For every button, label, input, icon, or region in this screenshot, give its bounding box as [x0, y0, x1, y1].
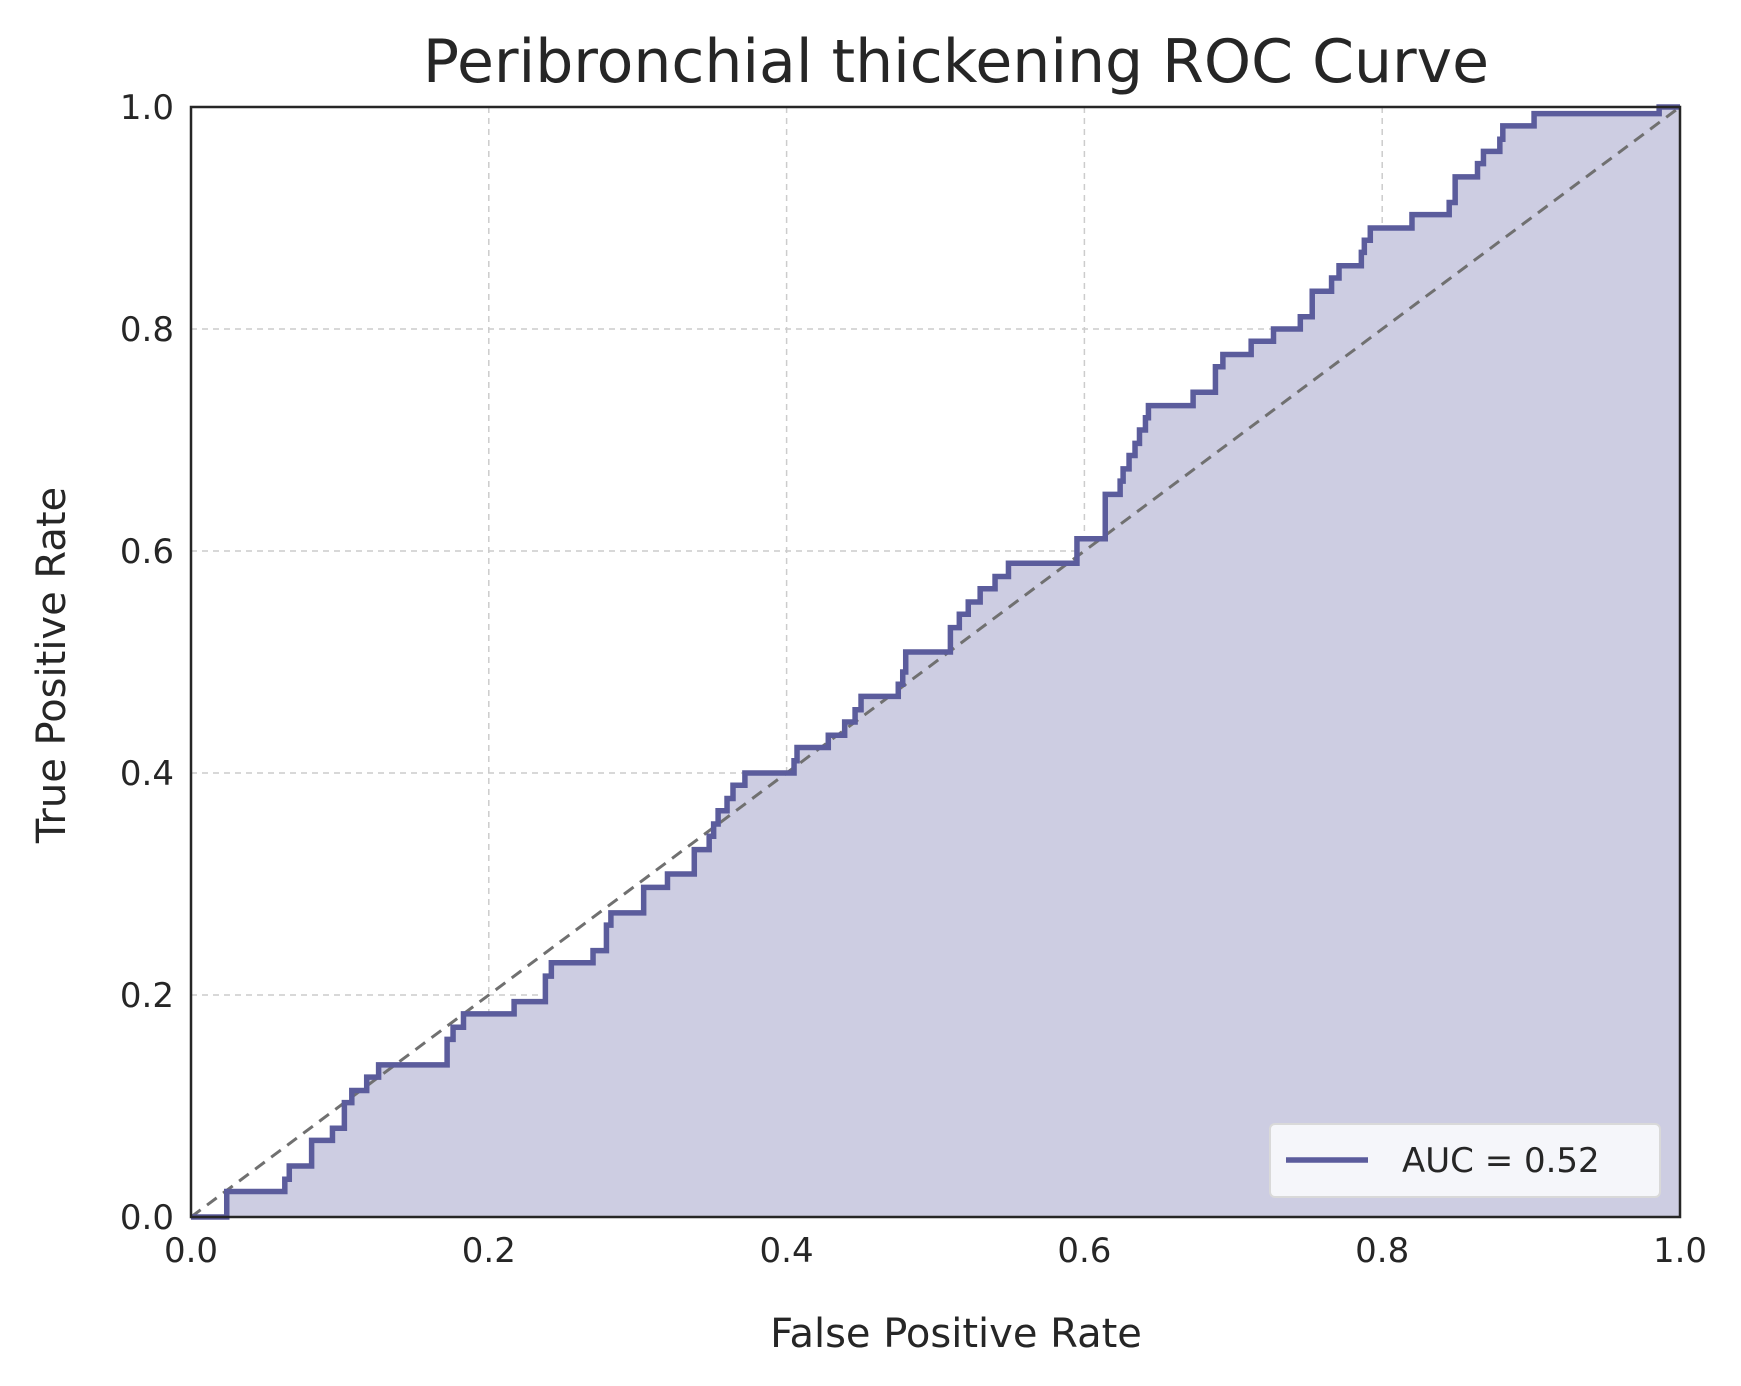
x-tick-label-1: 0.2: [462, 1231, 516, 1271]
x-tick-label-5: 1.0: [1653, 1231, 1707, 1271]
y-tick-label-1: 0.2: [120, 976, 174, 1016]
y-axis-label: True Positive Rate: [29, 487, 75, 844]
y-tick-label-2: 0.4: [120, 754, 174, 794]
x-tick-label-0: 0.0: [164, 1231, 218, 1271]
legend-box: [1269, 1123, 1661, 1198]
y-tick-label-0: 0.0: [120, 1198, 174, 1238]
y-tick-label-4: 0.8: [120, 310, 174, 350]
legend-entry-label: AUC = 0.52: [1402, 1141, 1600, 1181]
x-tick-label-4: 0.8: [1355, 1231, 1409, 1271]
legend: AUC = 0.52: [1269, 1123, 1661, 1198]
y-tick-label-5: 1.0: [120, 88, 174, 128]
x-axis-label: False Positive Rate: [770, 1311, 1142, 1357]
y-tick-label-3: 0.6: [120, 532, 174, 572]
x-tick-label-3: 0.6: [1057, 1231, 1111, 1271]
x-tick-label-2: 0.4: [760, 1231, 814, 1271]
chart-title: Peribronchial thickening ROC Curve: [423, 27, 1489, 97]
y-axis-ticks: 0.0 0.2 0.4 0.6 0.8 1.0: [120, 88, 174, 1238]
plot-frame: [189, 105, 1682, 1219]
x-axis-ticks: 0.0 0.2 0.4 0.6 0.8 1.0: [164, 1231, 1707, 1271]
roc-curve-line: [191, 104, 1680, 1220]
chance-diagonal-line: [190, 105, 1681, 1219]
